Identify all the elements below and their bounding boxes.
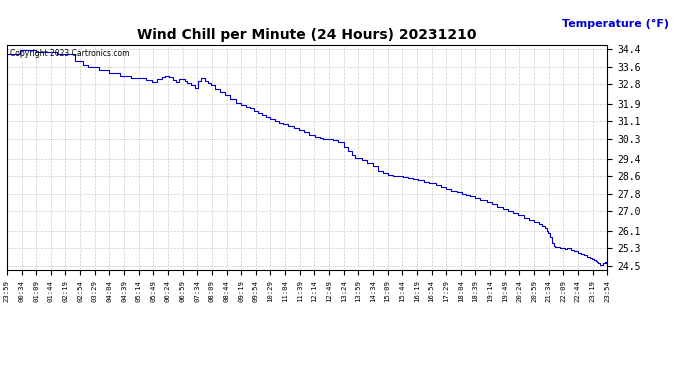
Title: Wind Chill per Minute (24 Hours) 20231210: Wind Chill per Minute (24 Hours) 2023121… [137,28,477,42]
Text: Temperature (°F): Temperature (°F) [562,19,669,29]
Text: Copyright 2023 Cartronics.com: Copyright 2023 Cartronics.com [10,50,130,58]
